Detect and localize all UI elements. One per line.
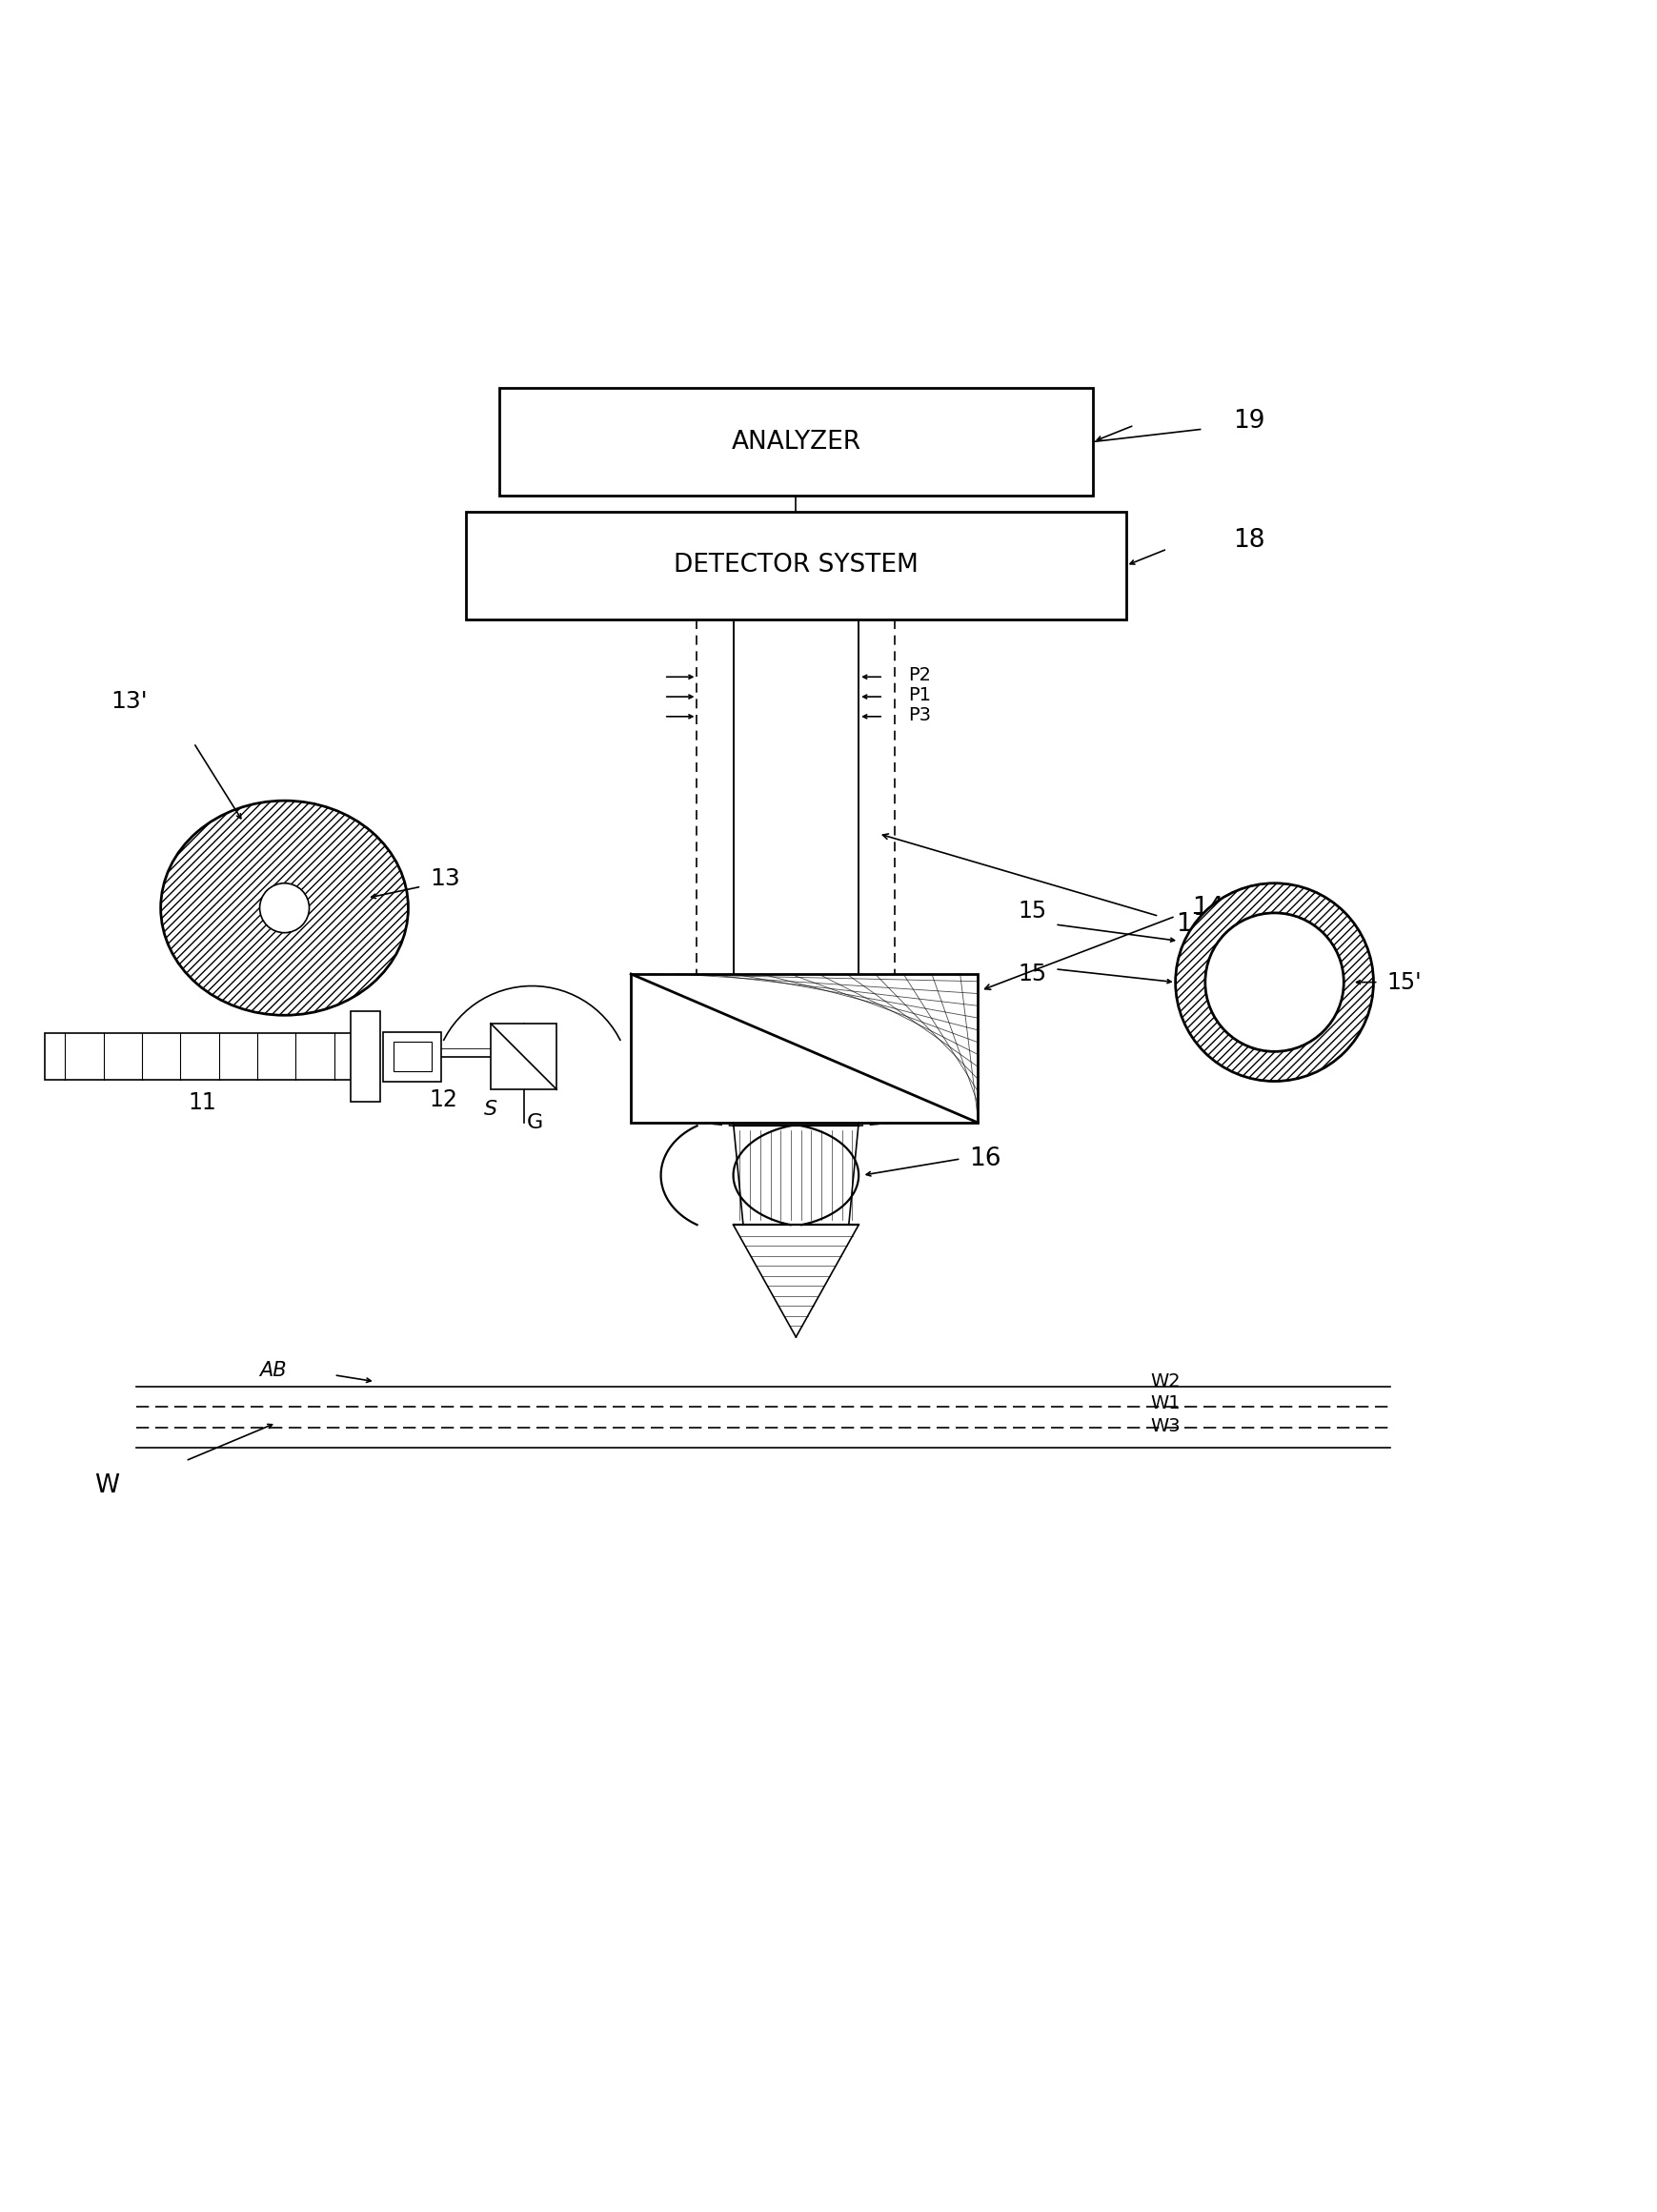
Circle shape: [1205, 914, 1344, 1051]
Bar: [383, 1031, 441, 1082]
Text: W1: W1: [1150, 1394, 1180, 1411]
Text: S: S: [484, 1099, 497, 1119]
Text: ANALYZER: ANALYZER: [731, 429, 860, 453]
Text: P3: P3: [908, 706, 931, 723]
Circle shape: [1175, 883, 1372, 1082]
Text: 12: 12: [429, 1088, 457, 1110]
Text: G: G: [527, 1113, 543, 1133]
Text: 15': 15': [1385, 971, 1420, 993]
Bar: [499, 387, 1092, 495]
Bar: [490, 1024, 557, 1091]
Text: 13': 13': [111, 690, 147, 712]
Text: 17: 17: [1175, 911, 1206, 938]
Text: 19: 19: [1233, 409, 1264, 434]
Bar: [45, 1033, 358, 1079]
Text: 18: 18: [1233, 526, 1264, 553]
Text: W3: W3: [1150, 1418, 1180, 1436]
Text: 15: 15: [1017, 900, 1046, 922]
Text: P2: P2: [908, 666, 931, 684]
Circle shape: [260, 883, 310, 933]
Text: 16: 16: [969, 1146, 1001, 1170]
Text: AB: AB: [260, 1360, 287, 1380]
Bar: [631, 973, 978, 1121]
Bar: [393, 1042, 431, 1071]
Text: 15: 15: [1017, 962, 1046, 984]
Text: DETECTOR SYSTEM: DETECTOR SYSTEM: [673, 553, 918, 577]
Ellipse shape: [161, 801, 408, 1015]
Text: 14: 14: [1191, 896, 1223, 920]
Text: W: W: [94, 1473, 119, 1498]
Bar: [350, 1011, 379, 1102]
Text: 11: 11: [187, 1091, 215, 1115]
Bar: [466, 511, 1125, 619]
Text: P1: P1: [908, 686, 931, 703]
Text: 13: 13: [429, 867, 459, 889]
Text: W2: W2: [1150, 1374, 1180, 1391]
